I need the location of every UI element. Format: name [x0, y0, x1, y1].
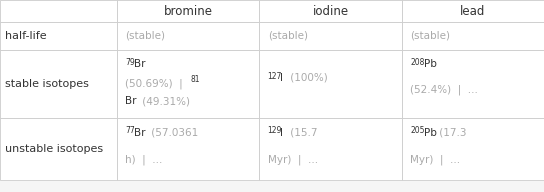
Bar — [117, 0, 259, 22]
Text: (stable): (stable) — [268, 31, 308, 41]
Text: (stable): (stable) — [410, 31, 450, 41]
Text: iodine: iodine — [313, 5, 349, 17]
Bar — [259, 50, 402, 118]
Text: (stable): (stable) — [125, 31, 165, 41]
Text: (52.4%)  |  ...: (52.4%) | ... — [410, 84, 478, 95]
Text: 205: 205 — [410, 127, 425, 135]
Text: Myr)  |  ...: Myr) | ... — [410, 154, 460, 165]
Text: h)  |  ...: h) | ... — [125, 154, 163, 165]
Bar — [402, 22, 544, 50]
Text: Pb: Pb — [424, 59, 437, 69]
Text: 208: 208 — [410, 58, 424, 67]
Text: Br: Br — [134, 128, 146, 138]
Text: (50.69%)  |: (50.69%) | — [125, 79, 183, 89]
Text: unstable isotopes: unstable isotopes — [5, 144, 103, 154]
Bar — [402, 0, 544, 22]
Text: 79: 79 — [125, 58, 135, 67]
Text: Br: Br — [134, 59, 146, 69]
Text: Myr)  |  ...: Myr) | ... — [268, 154, 318, 165]
Bar — [259, 0, 402, 22]
Bar — [0, 22, 117, 50]
Bar — [259, 22, 402, 50]
Text: (15.7: (15.7 — [287, 128, 317, 138]
Bar — [259, 118, 402, 180]
Text: Br: Br — [125, 96, 137, 106]
Text: Pb: Pb — [424, 128, 437, 138]
Text: 129: 129 — [268, 127, 282, 135]
Text: I: I — [280, 128, 283, 138]
Text: 77: 77 — [125, 127, 135, 135]
Text: (57.0361: (57.0361 — [148, 128, 198, 138]
Text: (100%): (100%) — [287, 73, 327, 83]
Text: (17.3: (17.3 — [436, 128, 466, 138]
Bar — [0, 50, 117, 118]
Bar — [117, 118, 259, 180]
Bar — [0, 118, 117, 180]
Bar — [402, 118, 544, 180]
Text: bromine: bromine — [164, 5, 213, 17]
Text: 127: 127 — [268, 72, 282, 81]
Text: I: I — [280, 73, 283, 83]
Bar — [117, 22, 259, 50]
Text: half-life: half-life — [5, 31, 47, 41]
Bar — [402, 50, 544, 118]
Text: 81: 81 — [190, 75, 200, 84]
Text: stable isotopes: stable isotopes — [5, 79, 89, 89]
Bar — [117, 50, 259, 118]
Text: lead: lead — [460, 5, 486, 17]
Text: (49.31%): (49.31%) — [139, 96, 190, 106]
Bar — [0, 0, 117, 22]
